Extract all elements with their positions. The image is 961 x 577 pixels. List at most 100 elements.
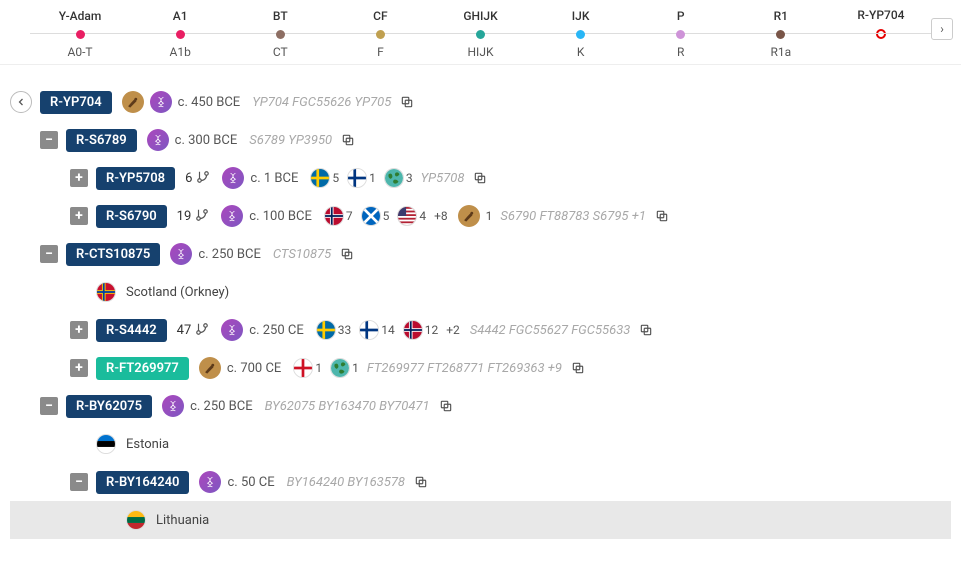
haplogroup-badge[interactable]: R-S6789: [66, 129, 137, 152]
flag-count: 7: [346, 209, 353, 223]
expand-toggle[interactable]: −: [40, 397, 58, 415]
crumb-segment[interactable]: A1A1b: [130, 9, 230, 60]
ancient-badge-icon: [458, 205, 480, 227]
date-label: c. 700 CE: [227, 361, 281, 376]
flag-icon: [324, 206, 344, 226]
flag-icon: [96, 434, 116, 454]
expand-toggle[interactable]: −: [40, 131, 58, 149]
crumb-dot-icon: [76, 30, 85, 39]
expand-toggle[interactable]: +: [70, 207, 88, 225]
crumb-track: Y-AdamA0-TA1A1bBTCT CF F GHIJKHIJKIJKKPRR1R…: [30, 8, 931, 60]
snp-list: FT269977 FT268771 FT269363 +9: [367, 361, 562, 376]
crumb-dot-icon: [276, 30, 285, 39]
crumb-segment[interactable]: IJKK: [531, 9, 631, 60]
location-label: Estonia: [126, 437, 169, 452]
flag-icon: [397, 206, 417, 226]
more-count: +2: [446, 323, 460, 337]
flag-count: 33: [338, 323, 352, 337]
copy-icon[interactable]: [472, 170, 488, 186]
copy-icon[interactable]: [654, 208, 670, 224]
haplogroup-badge[interactable]: R-BY62075: [66, 395, 152, 418]
branch-count: 19: [177, 209, 192, 224]
snp-list: S6790 FT88783 S6795 +1: [500, 209, 646, 224]
crumb-segment[interactable]: GHIJKHIJK: [430, 9, 530, 60]
dna-badge-icon: [222, 167, 244, 189]
copy-icon[interactable]: [339, 246, 355, 262]
crumb-segment[interactable]: R1R1a: [731, 9, 831, 60]
flag-count: 1: [369, 171, 376, 185]
expand-toggle[interactable]: +: [70, 169, 88, 187]
crumb-top-label: BT: [273, 9, 288, 24]
tree-row: +R-S679019c. 100 BCE754+81S6790 FT88783 …: [10, 197, 951, 235]
crumb-next-button[interactable]: ›: [931, 18, 953, 40]
expand-toggle[interactable]: +: [70, 321, 88, 339]
flag-icon: [361, 206, 381, 226]
tree-row: Estonia: [10, 425, 951, 463]
flag-icon: [293, 358, 313, 378]
haplogroup-badge[interactable]: R-FT269977: [96, 357, 189, 380]
haplogroup-badge[interactable]: R-CTS10875: [66, 243, 160, 266]
crumb-dot-icon: [576, 30, 585, 39]
crumb-top-label: R-YP704: [857, 8, 904, 23]
ancient-badge-icon: [199, 357, 221, 379]
crumb-segment[interactable]: R-YP704: [831, 8, 931, 60]
haplogroup-tree: R-YP704c. 450 BCEYP704 FGC55626 YP705−R-…: [0, 65, 961, 539]
tree-row: −R-BY62075c. 250 BCEBY62075 BY163470 BY7…: [10, 387, 951, 425]
dna-badge-icon: [170, 243, 192, 265]
tree-row: +R-YP57086c. 1 BCE513YP5708: [10, 159, 951, 197]
tree-row: Lithuania: [10, 501, 951, 539]
flag-count: 1: [352, 361, 359, 375]
flag-count: 4: [419, 209, 426, 223]
snp-list: BY164240 BY163578: [287, 475, 405, 490]
copy-icon[interactable]: [413, 474, 429, 490]
tree-row: + R-FT269977 c. 700 CE 1 1 FT269977 FT268771 …: [10, 349, 951, 387]
ancient-count: 1: [486, 209, 493, 223]
branch-icon: [196, 170, 212, 186]
tree-row: −R-CTS10875c. 250 BCECTS10875: [10, 235, 951, 273]
crumb-bottom-label: R1a: [770, 45, 791, 60]
copy-icon[interactable]: [340, 132, 356, 148]
back-button[interactable]: [10, 91, 32, 113]
date-label: c. 100 BCE: [249, 209, 312, 224]
crumb-top-label: CF: [373, 9, 387, 24]
tree-row: R-YP704c. 450 BCEYP704 FGC55626 YP705: [10, 83, 951, 121]
haplogroup-badge[interactable]: R-BY164240: [96, 471, 189, 494]
crumb-segment[interactable]: CF F: [330, 9, 430, 60]
tree-row: −R-S6789 c. 300 BCE S6789 YP3950: [10, 121, 951, 159]
crumb-dot-icon: [476, 30, 485, 39]
flag-icon: [359, 320, 379, 340]
haplogroup-badge[interactable]: R-S4442: [96, 319, 167, 342]
crumb-bottom-label: F: [377, 45, 384, 60]
expand-toggle[interactable]: −: [40, 245, 58, 263]
snp-list: S6789 YP3950: [249, 133, 332, 148]
crumb-bottom-label: R: [677, 45, 684, 60]
expand-toggle[interactable]: +: [70, 359, 88, 377]
flag-count: 1: [315, 361, 322, 375]
copy-icon[interactable]: [570, 360, 586, 376]
snp-list: BY62075 BY163470 BY70471: [265, 399, 430, 414]
date-label: c. 250 CE: [249, 323, 303, 338]
crumb-top-label: A1: [173, 9, 188, 24]
tree-row: −R-BY164240c. 50 CEBY164240 BY163578: [10, 463, 951, 501]
flag-count: 5: [383, 209, 390, 223]
copy-icon[interactable]: [638, 322, 654, 338]
copy-icon[interactable]: [438, 398, 454, 414]
crumb-segment[interactable]: BTCT: [230, 9, 330, 60]
expand-toggle[interactable]: −: [70, 473, 88, 491]
crumb-segment[interactable]: PR: [631, 9, 731, 60]
date-label: c. 250 BCE: [198, 247, 261, 262]
flag-icon: [330, 358, 350, 378]
flag-icon: [96, 282, 116, 302]
crumb-dot-icon: [876, 29, 886, 39]
haplogroup-badge[interactable]: R-YP704: [40, 91, 112, 114]
haplogroup-badge[interactable]: R-S6790: [96, 205, 167, 228]
crumb-top-label: GHIJK: [463, 9, 497, 24]
tree-row: +R-S444247c. 250 CE331412+2S4442 FGC5562…: [10, 311, 951, 349]
snp-list: YP704 FGC55626 YP705: [252, 95, 391, 110]
date-label: c. 300 BCE: [175, 133, 238, 148]
snp-list: YP5708: [421, 171, 465, 186]
haplogroup-badge[interactable]: R-YP5708: [96, 167, 175, 190]
date-label: c. 1 BCE: [250, 171, 298, 186]
crumb-segment[interactable]: Y-AdamA0-T: [30, 9, 130, 60]
copy-icon[interactable]: [399, 94, 415, 110]
